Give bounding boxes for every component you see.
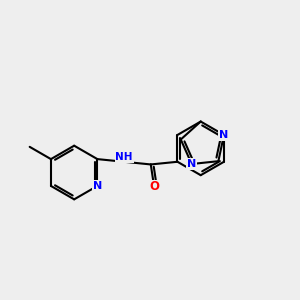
Text: O: O (149, 181, 159, 194)
Text: N: N (219, 130, 229, 140)
Text: N: N (187, 159, 196, 169)
Text: NH: NH (115, 152, 133, 162)
Text: N: N (93, 181, 102, 191)
